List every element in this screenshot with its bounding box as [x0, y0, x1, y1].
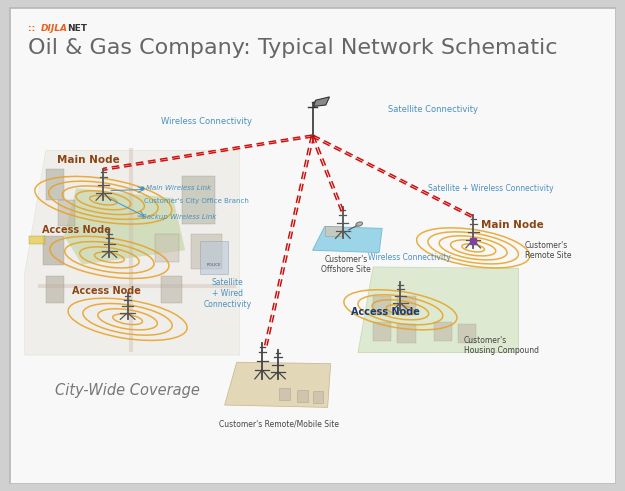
Text: Access Node: Access Node [42, 224, 111, 235]
Ellipse shape [356, 222, 362, 226]
Bar [29, 237, 44, 244]
Text: Access Node: Access Node [72, 286, 141, 297]
Text: Backup Wireless Link: Backup Wireless Link [141, 214, 216, 220]
Text: Oil & Gas Company: Typical Network Schematic: Oil & Gas Company: Typical Network Schem… [28, 38, 557, 58]
Bar [434, 322, 452, 341]
Bar [161, 276, 182, 302]
Bar [182, 176, 216, 224]
Bar [42, 236, 64, 265]
Bar [279, 388, 290, 400]
Polygon shape [312, 226, 382, 253]
Text: Customer's
Remote Site: Customer's Remote Site [525, 241, 571, 260]
Text: DIJLA: DIJLA [41, 24, 68, 33]
Text: Satellite + Wireless Connectivity: Satellite + Wireless Connectivity [428, 184, 553, 193]
Text: Access Node: Access Node [351, 307, 420, 317]
Text: Customer's
Offshore Site: Customer's Offshore Site [321, 255, 371, 274]
Bar [155, 234, 179, 262]
Bar [201, 241, 228, 274]
Bar [191, 234, 222, 269]
Bar [46, 276, 64, 302]
Bar [398, 296, 416, 315]
Text: NET: NET [68, 24, 88, 33]
Text: ::: :: [28, 24, 35, 33]
Polygon shape [224, 362, 331, 408]
Text: Main Wireless Link: Main Wireless Link [146, 185, 211, 191]
Bar [58, 200, 75, 226]
Text: POLICE: POLICE [206, 263, 221, 267]
Bar [458, 324, 476, 343]
Text: City-Wide Coverage: City-Wide Coverage [55, 383, 200, 398]
Text: Customer's City Office Branch: Customer's City Office Branch [144, 198, 249, 204]
Text: Main Node: Main Node [481, 220, 544, 230]
Text: Customer's
Housing Compound: Customer's Housing Compound [464, 336, 539, 355]
Text: Main Node: Main Node [57, 156, 119, 165]
Text: Satellite Connectivity: Satellite Connectivity [388, 105, 478, 114]
Polygon shape [358, 267, 519, 353]
Polygon shape [24, 150, 240, 355]
Bar [373, 296, 391, 315]
Bar [312, 391, 323, 403]
Text: Wireless Connectivity: Wireless Connectivity [161, 117, 252, 126]
Bar [298, 390, 308, 402]
Text: Customer's Remote/Mobile Site: Customer's Remote/Mobile Site [219, 419, 339, 428]
Text: Satellite
+ Wired
Connectivity: Satellite + Wired Connectivity [204, 277, 252, 309]
Bar [398, 324, 416, 343]
Text: Wireless Connectivity: Wireless Connectivity [368, 253, 451, 262]
Polygon shape [64, 189, 185, 265]
Bar [46, 169, 64, 200]
Bar [373, 322, 391, 341]
Bar [324, 226, 342, 236]
FancyBboxPatch shape [9, 7, 616, 484]
Polygon shape [314, 97, 329, 107]
